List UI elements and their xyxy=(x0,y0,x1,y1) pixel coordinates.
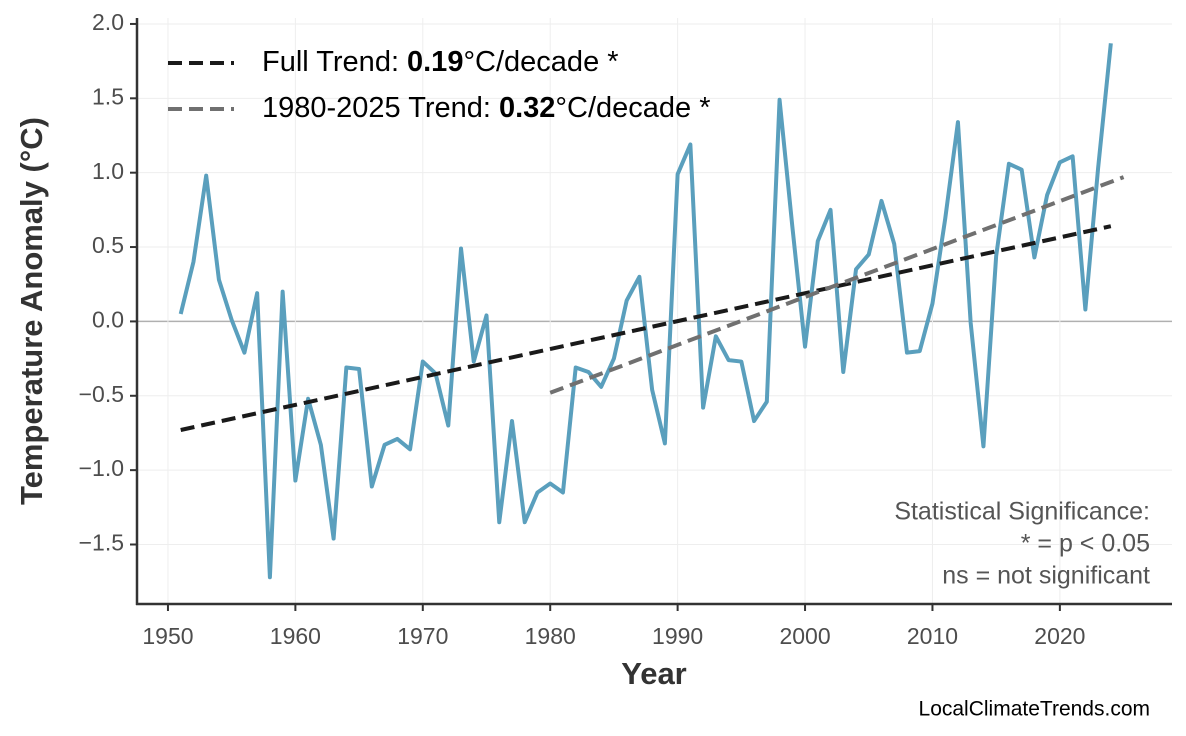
legend-rate: 0.19 xyxy=(407,46,463,78)
y-tick-label: 1.0 xyxy=(92,158,124,184)
x-axis-title: Year xyxy=(621,656,687,691)
annotation: Statistical Significance: xyxy=(894,498,1150,526)
y-tick-label: −0.5 xyxy=(79,381,124,407)
legend-suffix: °C/decade * xyxy=(463,46,618,78)
legend-label: Full Trend: 0.19°C/decade * xyxy=(262,46,619,78)
source: LocalClimateTrends.com xyxy=(919,698,1150,721)
y-tick-label: 0.5 xyxy=(92,232,124,258)
y-axis-title: Temperature Anomaly (°C) xyxy=(14,117,49,505)
legend-prefix: Full Trend: xyxy=(262,46,399,78)
x-tick-label: 1950 xyxy=(142,623,193,649)
y-tick-label: −1.0 xyxy=(79,455,124,481)
x-tick-label: 1980 xyxy=(525,623,576,649)
x-tick-label: 2000 xyxy=(779,623,830,649)
legend-suffix: °C/decade * xyxy=(555,92,710,124)
x-tick-label: 1960 xyxy=(270,623,321,649)
data-line xyxy=(178,43,1113,580)
y-tick-label: 1.5 xyxy=(92,83,124,109)
y-tick-label: 0.0 xyxy=(92,306,124,332)
y-tick-label: 2.0 xyxy=(92,9,124,35)
x-tick-label: 1990 xyxy=(652,623,703,649)
legend-prefix: 1980-2025 Trend: xyxy=(262,92,491,124)
legend-label: 1980-2025 Trend: 0.32°C/decade * xyxy=(262,92,711,124)
legend-rate: 0.32 xyxy=(499,92,555,124)
trend-line xyxy=(549,175,1125,395)
y-tick-label: −1.5 xyxy=(79,530,124,556)
annotation: ns = not significant xyxy=(942,562,1150,590)
x-tick-label: 1970 xyxy=(397,623,448,649)
x-tick-label: 2020 xyxy=(1034,623,1085,649)
trend-line xyxy=(180,224,1112,432)
x-tick-label: 2010 xyxy=(907,623,958,649)
annotation: * = p < 0.05 xyxy=(1021,530,1150,558)
